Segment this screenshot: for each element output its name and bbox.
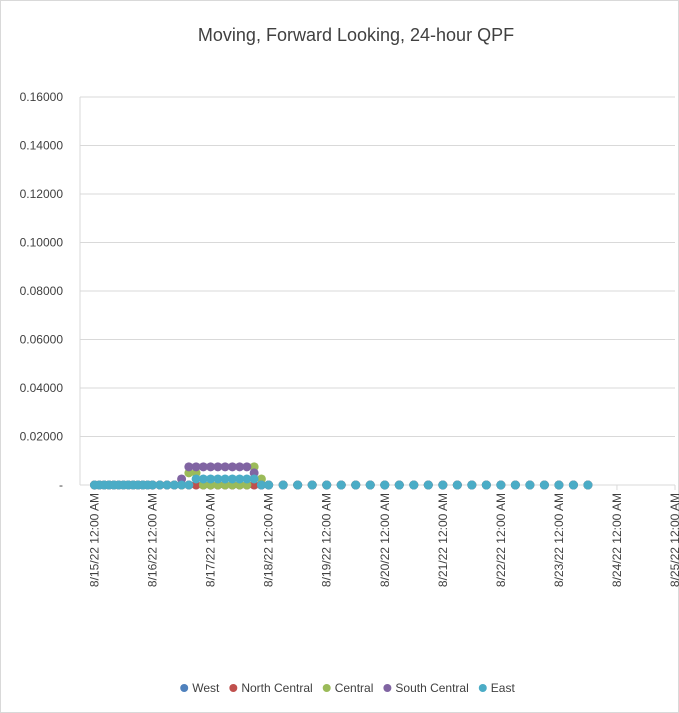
point bbox=[336, 480, 346, 490]
point bbox=[184, 462, 194, 472]
point bbox=[496, 480, 506, 490]
x-tick-label: 8/20/22 12:00 AM bbox=[378, 493, 392, 587]
legend-marker bbox=[322, 684, 331, 692]
legend-label: East bbox=[491, 681, 516, 695]
point bbox=[198, 462, 208, 472]
point bbox=[510, 480, 520, 490]
point bbox=[206, 474, 216, 484]
legend-marker bbox=[478, 684, 487, 692]
point bbox=[249, 474, 259, 484]
point bbox=[184, 480, 194, 490]
point bbox=[583, 480, 593, 490]
point bbox=[220, 474, 230, 484]
point bbox=[481, 480, 491, 490]
point bbox=[256, 480, 266, 490]
legend-label: North Central bbox=[241, 681, 312, 695]
y-tick-label: - bbox=[59, 478, 63, 492]
point bbox=[278, 480, 288, 490]
point bbox=[177, 480, 187, 490]
point bbox=[148, 480, 158, 490]
point bbox=[191, 462, 201, 472]
point bbox=[365, 480, 375, 490]
point bbox=[307, 480, 317, 490]
point bbox=[227, 474, 237, 484]
point bbox=[423, 480, 433, 490]
point bbox=[554, 480, 564, 490]
x-tick-label: 8/17/22 12:00 AM bbox=[204, 493, 218, 587]
chart-title: Moving, Forward Looking, 24-hour QPF bbox=[198, 25, 514, 45]
point bbox=[380, 480, 390, 490]
point bbox=[206, 462, 216, 472]
point bbox=[568, 480, 578, 490]
point bbox=[409, 480, 419, 490]
point bbox=[264, 480, 274, 490]
point bbox=[539, 480, 549, 490]
legend-marker bbox=[383, 684, 392, 692]
point bbox=[213, 474, 223, 484]
y-tick-label: 0.04000 bbox=[20, 381, 64, 395]
point bbox=[191, 474, 201, 484]
y-tick-label: 0.02000 bbox=[20, 430, 64, 444]
y-tick-label: 0.10000 bbox=[20, 236, 64, 250]
point bbox=[235, 462, 245, 472]
point bbox=[227, 462, 237, 472]
point bbox=[220, 462, 230, 472]
point bbox=[155, 480, 165, 490]
point bbox=[235, 474, 245, 484]
point bbox=[198, 474, 208, 484]
x-tick-label: 8/24/22 12:00 AM bbox=[610, 493, 624, 587]
point bbox=[438, 480, 448, 490]
point bbox=[242, 474, 252, 484]
x-tick-label: 8/16/22 12:00 AM bbox=[146, 493, 160, 587]
point bbox=[169, 480, 179, 490]
legend-marker bbox=[180, 684, 189, 692]
point bbox=[293, 480, 303, 490]
legend-marker bbox=[229, 684, 238, 692]
point bbox=[351, 480, 361, 490]
point bbox=[452, 480, 462, 490]
x-tick-label: 8/15/22 12:00 AM bbox=[88, 493, 102, 587]
point bbox=[467, 480, 477, 490]
legend-label: Central bbox=[335, 681, 374, 695]
point bbox=[525, 480, 535, 490]
legend-label: West bbox=[192, 681, 220, 695]
y-tick-label: 0.14000 bbox=[20, 139, 64, 153]
point bbox=[162, 480, 172, 490]
legend: West North Central Central South Central Eas… bbox=[180, 681, 515, 695]
x-tick-label: 8/23/22 12:00 AM bbox=[552, 493, 566, 587]
y-tick-label: 0.12000 bbox=[20, 187, 64, 201]
x-tick-label: 8/25/22 12:00 AM bbox=[668, 493, 679, 587]
legend-label: South Central bbox=[395, 681, 468, 695]
point bbox=[213, 462, 223, 472]
y-tick-label: 0.08000 bbox=[20, 284, 64, 298]
x-tick-label: 8/19/22 12:00 AM bbox=[320, 493, 334, 587]
y-tick-label: 0.16000 bbox=[20, 90, 64, 104]
point bbox=[322, 480, 332, 490]
x-tick-label: 8/21/22 12:00 AM bbox=[436, 493, 450, 587]
point bbox=[242, 462, 252, 472]
x-tick-label: 8/18/22 12:00 AM bbox=[262, 493, 276, 587]
point bbox=[394, 480, 404, 490]
x-tick-label: 8/22/22 12:00 AM bbox=[494, 493, 508, 587]
y-tick-label: 0.06000 bbox=[20, 333, 64, 347]
